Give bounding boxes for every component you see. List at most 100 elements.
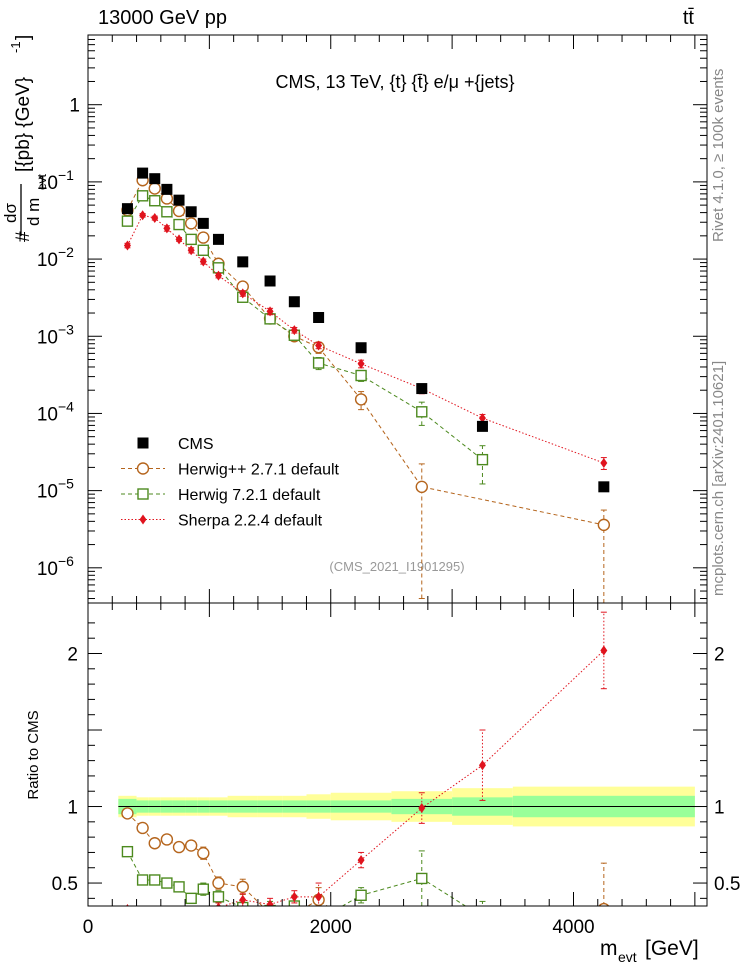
data-point <box>476 420 488 432</box>
data-point <box>355 889 367 901</box>
data-point <box>185 233 197 246</box>
data-point <box>197 231 210 244</box>
data-point <box>416 946 427 957</box>
data-point <box>172 204 186 218</box>
data-point <box>237 256 249 268</box>
main-panel: CMS, 13 TeV, {t} {t̄} e/μ +{jets} (CMS_2… <box>37 34 708 604</box>
data-point <box>212 891 225 903</box>
data-point <box>598 481 610 493</box>
y-tick-label: 10 <box>37 559 58 580</box>
ratio-series-3 <box>124 611 608 922</box>
source-label: mcplots.cern.ch [arXiv:2401.10621] <box>710 361 727 596</box>
ylabel-prefix: # <box>13 231 34 242</box>
data-point <box>136 874 149 886</box>
data-point <box>199 256 207 267</box>
data-point <box>289 908 300 919</box>
data-point <box>264 275 276 287</box>
data-point <box>121 215 134 227</box>
y-tick-exponent: −3 <box>58 321 74 337</box>
energy-label: 13000 GeV pp <box>98 7 227 29</box>
data-point <box>151 213 159 224</box>
xlabel-units: [GeV] <box>645 937 699 960</box>
data-point <box>137 437 149 449</box>
ratio-y-tick-label-right: 2 <box>714 645 725 666</box>
data-point <box>357 358 365 369</box>
ratio-ylabel: Ratio to CMS <box>25 710 42 799</box>
process-label: tt̄ <box>683 7 695 29</box>
x-tick-label: 4000 <box>552 917 594 938</box>
series-2 <box>121 190 489 485</box>
xlabel-sub: evt <box>618 949 637 965</box>
data-point <box>290 325 298 336</box>
legend-entry: Sherpa 2.2.4 default <box>121 513 323 530</box>
data-point <box>160 833 174 846</box>
legend-label: Sherpa 2.2.4 default <box>178 513 323 530</box>
ratio-frame <box>87 602 708 907</box>
data-point <box>161 877 173 889</box>
data-point <box>185 206 197 218</box>
data-point <box>236 880 249 894</box>
data-point <box>216 902 221 906</box>
data-point <box>266 899 274 906</box>
data-point <box>355 342 367 354</box>
legend-entry: Herwig++ 2.7.1 default <box>121 462 340 479</box>
data-point <box>288 296 300 308</box>
ylabel-units-exp: -1 <box>8 41 23 53</box>
data-point <box>139 912 146 922</box>
data-point <box>315 891 323 902</box>
y-tick-label: 10 <box>37 327 58 348</box>
data-point <box>148 837 161 850</box>
data-point <box>214 270 222 281</box>
data-point <box>315 340 323 351</box>
ylabel-denominator: d m <box>24 198 43 226</box>
y-tick-label: 10 <box>37 482 58 503</box>
data-point <box>418 803 426 814</box>
data-point <box>600 645 608 656</box>
data-point <box>184 217 198 230</box>
y-tick-label: 10 <box>37 250 58 271</box>
x-axis-label: m evt [GeV] <box>600 937 699 965</box>
data-point <box>312 357 325 369</box>
y-tick-label: 10 <box>37 404 58 425</box>
data-point <box>173 218 185 231</box>
data-point <box>136 190 149 202</box>
data-point <box>477 912 487 922</box>
legend-label: Herwig++ 2.7.1 default <box>178 462 340 479</box>
data-point <box>355 369 367 382</box>
y-tick-label: 10 <box>37 173 58 194</box>
data-point <box>175 234 183 245</box>
data-point <box>197 883 210 895</box>
series-0 <box>121 167 610 493</box>
data-point <box>415 480 428 494</box>
data-point <box>190 905 192 906</box>
data-point <box>148 182 161 195</box>
data-point <box>265 908 276 919</box>
data-point <box>354 393 368 406</box>
ratio-y-tick-label: 2 <box>67 645 78 666</box>
data-point <box>184 839 198 852</box>
data-point <box>137 488 149 500</box>
series-3 <box>123 210 608 470</box>
data-point <box>478 413 486 424</box>
ylabel-numerator: dσ <box>1 203 20 223</box>
data-point <box>121 203 133 215</box>
series-line <box>126 214 605 464</box>
data-point <box>598 902 610 906</box>
ratio-series-2 <box>121 845 487 922</box>
data-point <box>356 925 367 936</box>
ratio-series-1 <box>121 807 610 957</box>
series-line <box>127 195 483 461</box>
data-point <box>313 311 325 323</box>
data-point <box>239 894 247 905</box>
y-tick-exponent: −5 <box>58 476 74 492</box>
ylabel-units-close: ] <box>13 35 34 40</box>
data-point <box>416 872 428 885</box>
data-point <box>121 807 134 820</box>
ratio-y-tick-label: 0.5 <box>52 874 78 895</box>
x-tick-label: 0 <box>83 917 94 938</box>
data-point <box>137 167 149 179</box>
data-point <box>163 907 170 917</box>
rivet-label: Rivet 4.1.0, ≥ 100k events <box>710 69 727 242</box>
data-point <box>149 195 161 207</box>
data-point <box>172 840 186 854</box>
